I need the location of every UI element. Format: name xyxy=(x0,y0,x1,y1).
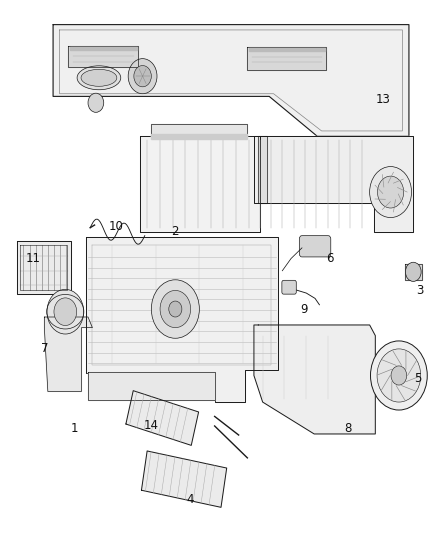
Polygon shape xyxy=(70,47,137,50)
FancyBboxPatch shape xyxy=(282,280,296,294)
Circle shape xyxy=(169,301,182,317)
Text: 5: 5 xyxy=(414,372,421,385)
Circle shape xyxy=(391,366,407,385)
Polygon shape xyxy=(88,372,215,400)
Polygon shape xyxy=(141,136,261,232)
Circle shape xyxy=(151,280,199,338)
Polygon shape xyxy=(44,317,92,391)
Circle shape xyxy=(371,341,427,410)
Polygon shape xyxy=(53,25,409,136)
Circle shape xyxy=(370,166,412,217)
Polygon shape xyxy=(258,136,267,203)
Polygon shape xyxy=(126,391,198,446)
Polygon shape xyxy=(17,241,71,294)
Text: 4: 4 xyxy=(187,493,194,506)
Text: 11: 11 xyxy=(26,252,41,265)
Polygon shape xyxy=(405,264,422,280)
Polygon shape xyxy=(141,451,227,507)
Text: 7: 7 xyxy=(41,342,48,356)
Text: 6: 6 xyxy=(327,252,334,265)
Circle shape xyxy=(128,59,157,94)
Circle shape xyxy=(54,298,77,326)
Text: 3: 3 xyxy=(416,284,424,297)
Polygon shape xyxy=(254,325,375,434)
Text: 14: 14 xyxy=(144,419,159,432)
Text: 2: 2 xyxy=(172,225,179,238)
Polygon shape xyxy=(254,136,413,232)
Circle shape xyxy=(134,66,151,87)
Polygon shape xyxy=(247,47,326,70)
Text: 1: 1 xyxy=(71,422,79,435)
Circle shape xyxy=(406,262,421,281)
Text: 8: 8 xyxy=(344,422,351,435)
Polygon shape xyxy=(151,124,247,136)
Ellipse shape xyxy=(77,66,121,90)
Text: 10: 10 xyxy=(109,220,124,233)
Circle shape xyxy=(377,349,421,402)
Circle shape xyxy=(160,290,191,328)
Circle shape xyxy=(378,176,404,208)
Polygon shape xyxy=(151,134,247,139)
Ellipse shape xyxy=(81,69,117,86)
Polygon shape xyxy=(68,46,138,67)
Text: 13: 13 xyxy=(375,93,390,106)
Polygon shape xyxy=(249,48,325,51)
Circle shape xyxy=(47,289,84,334)
Polygon shape xyxy=(86,237,278,402)
Circle shape xyxy=(88,93,104,112)
Text: 9: 9 xyxy=(300,303,308,316)
FancyBboxPatch shape xyxy=(299,236,331,257)
